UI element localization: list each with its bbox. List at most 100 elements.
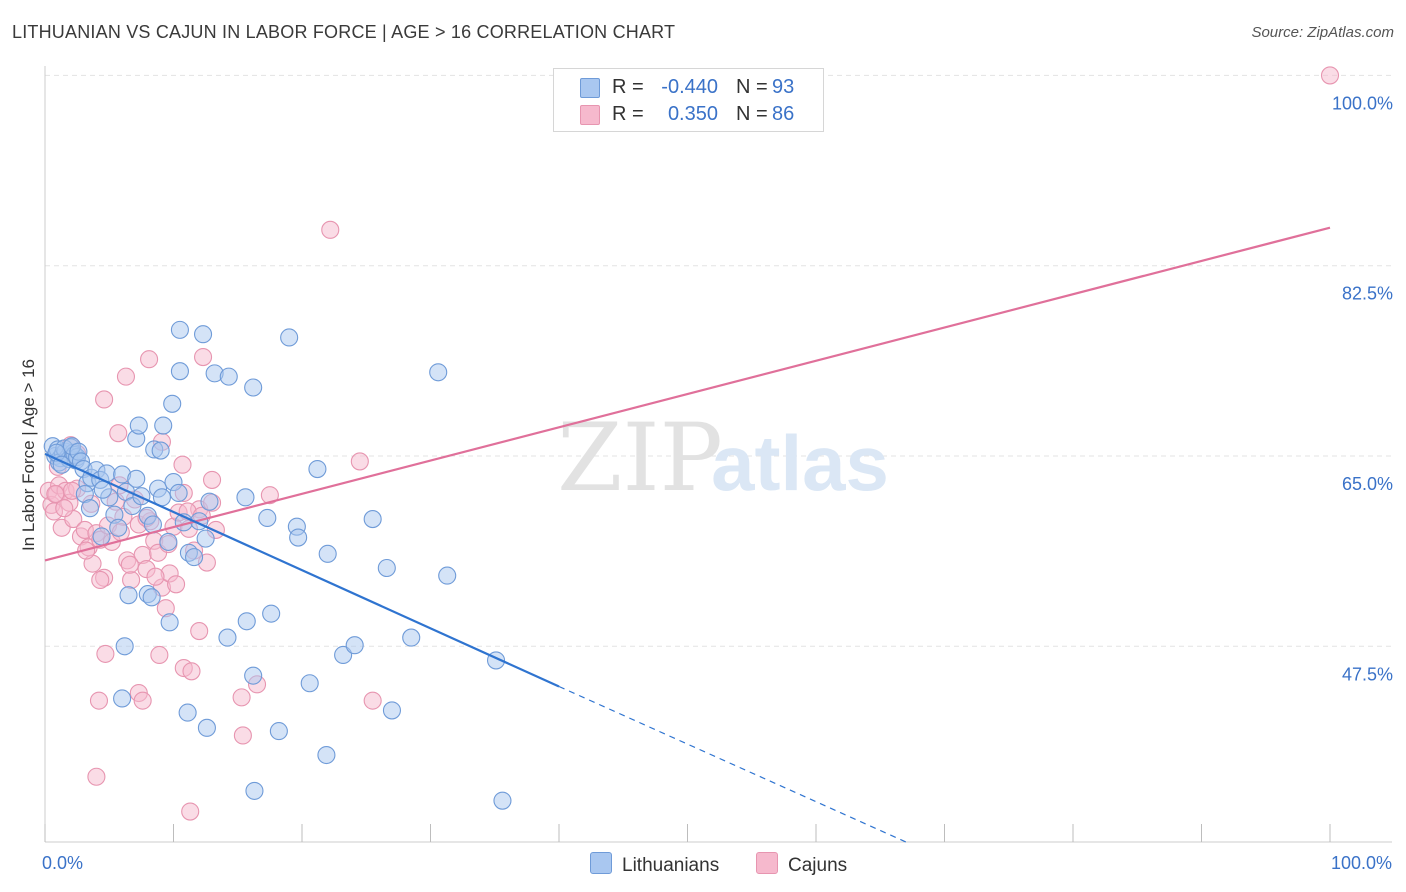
lithuanian-point — [345, 636, 364, 655]
lithuanian-point — [129, 416, 148, 435]
lithuanian-point — [127, 469, 146, 488]
cajun-point — [150, 645, 169, 665]
r-label: R = — [612, 76, 644, 98]
cajun-point — [182, 662, 201, 681]
lithuanian-point — [269, 722, 288, 741]
lithuanian-point — [334, 645, 353, 665]
lithuanian-point — [300, 674, 319, 693]
cajun-point — [140, 350, 159, 369]
r-value: -0.440 — [661, 76, 718, 98]
lithuanian-point — [382, 701, 402, 720]
lithuanian-point — [196, 529, 215, 548]
cajun-point — [363, 691, 382, 710]
cajun-point — [173, 455, 192, 474]
series-lithuanians — [43, 320, 512, 810]
lithuanian-point — [237, 612, 256, 631]
y-tick-label: 65.0% — [1342, 474, 1393, 494]
lithuanian-trend-line — [44, 452, 560, 688]
cajun-point — [194, 348, 213, 367]
cajun-point — [167, 575, 186, 594]
cajun-point — [89, 691, 109, 710]
lithuanian-point — [115, 637, 134, 656]
n-label: N = — [736, 76, 768, 98]
lithuanian-point — [244, 666, 263, 685]
lithuanian-point — [493, 791, 512, 810]
lithuanian-point — [151, 441, 170, 460]
cajun-point — [91, 570, 110, 590]
lithuanian-point — [142, 588, 161, 607]
lithuanian-point — [200, 492, 219, 511]
n-value: 86 — [772, 103, 795, 125]
watermark-zip: ZIP — [557, 404, 723, 513]
y-tick-label: 100.0% — [1332, 93, 1393, 113]
lithuanian-point — [119, 586, 138, 605]
lithuanian-point — [318, 544, 337, 563]
cajun-point — [260, 486, 279, 505]
lithuanian-point — [218, 628, 237, 647]
lithuanian-point — [280, 328, 299, 347]
lithuanian-point — [80, 499, 100, 518]
y-tick-label: 82.5% — [1342, 284, 1393, 304]
lithuanian-point — [170, 320, 189, 339]
cajun-point — [55, 499, 74, 518]
gridlines — [45, 74, 1392, 647]
cajun-point — [116, 367, 136, 386]
cajun-point — [203, 470, 222, 489]
y-tick-label: 47.5% — [1342, 664, 1393, 684]
lithuanian-point — [363, 510, 382, 529]
lithuanian-point — [245, 781, 264, 800]
lithuanian-point — [289, 528, 308, 547]
x-tick-label: 0.0% — [42, 853, 83, 873]
r-value: 0.350 — [667, 103, 718, 125]
cajun-point — [87, 767, 106, 786]
r-label: R = — [612, 103, 644, 125]
y-axis-label: In Labor Force | Age > 16 — [19, 359, 38, 551]
lithuanian-point — [169, 483, 188, 503]
cajun-point — [122, 570, 141, 590]
watermark-atlas: atlas — [711, 419, 889, 507]
cajun-point — [321, 220, 340, 239]
legend-label: Cajuns — [788, 855, 848, 876]
legend-label: Lithuanians — [622, 855, 720, 876]
n-value: 93 — [772, 76, 795, 98]
lithuanian-point — [159, 532, 178, 551]
cajun-trend-line — [44, 226, 1331, 562]
lithuanian-point — [132, 487, 151, 506]
lithuanian-point — [308, 459, 327, 479]
n-label: N = — [736, 103, 768, 125]
lithuanian-point — [219, 367, 238, 386]
source-label: Source: ZipAtlas.com — [1251, 24, 1394, 41]
legend-item-cajuns[interactable]: Cajuns — [756, 852, 847, 877]
lithuanian-point — [92, 527, 111, 546]
cajun-point — [95, 390, 114, 409]
lithuanian-point — [236, 488, 255, 507]
lithuanian-point — [109, 518, 128, 537]
lithuanian-point — [429, 363, 448, 382]
cajun-point — [181, 802, 200, 821]
tick-labels: 47.5% 65.0% 82.5% 100.0% 0.0% 100.0% — [42, 93, 1393, 873]
cajun-point — [350, 452, 369, 471]
cajun-point — [190, 622, 209, 641]
cajun-point — [233, 726, 252, 745]
cajun-point — [146, 567, 165, 586]
legend-swatch-blue — [590, 852, 612, 874]
lithuanian-point — [185, 548, 204, 567]
lithuanian-point — [438, 566, 457, 585]
chart-title: LITHUANIAN VS CAJUN IN LABOR FORCE | AGE… — [12, 22, 676, 42]
legend-item-lithuanians[interactable]: Lithuanians — [590, 852, 719, 877]
blue-swatch — [580, 78, 600, 98]
lithuanian-point — [154, 416, 173, 435]
cajun-point — [120, 555, 139, 574]
cajun-point — [1320, 66, 1340, 85]
pink-swatch — [580, 105, 600, 125]
legend-swatch-pink — [756, 852, 778, 874]
lithuanian-point — [244, 378, 263, 397]
lithuanian-point — [197, 718, 216, 737]
cajun-point — [232, 688, 251, 707]
lithuanian-point — [317, 745, 336, 765]
trend-lines — [44, 226, 1331, 843]
lithuanian-point — [113, 689, 132, 708]
watermark: ZIP atlas — [557, 404, 889, 513]
lithuanian-point — [194, 325, 213, 344]
lithuanian-point — [377, 558, 396, 578]
